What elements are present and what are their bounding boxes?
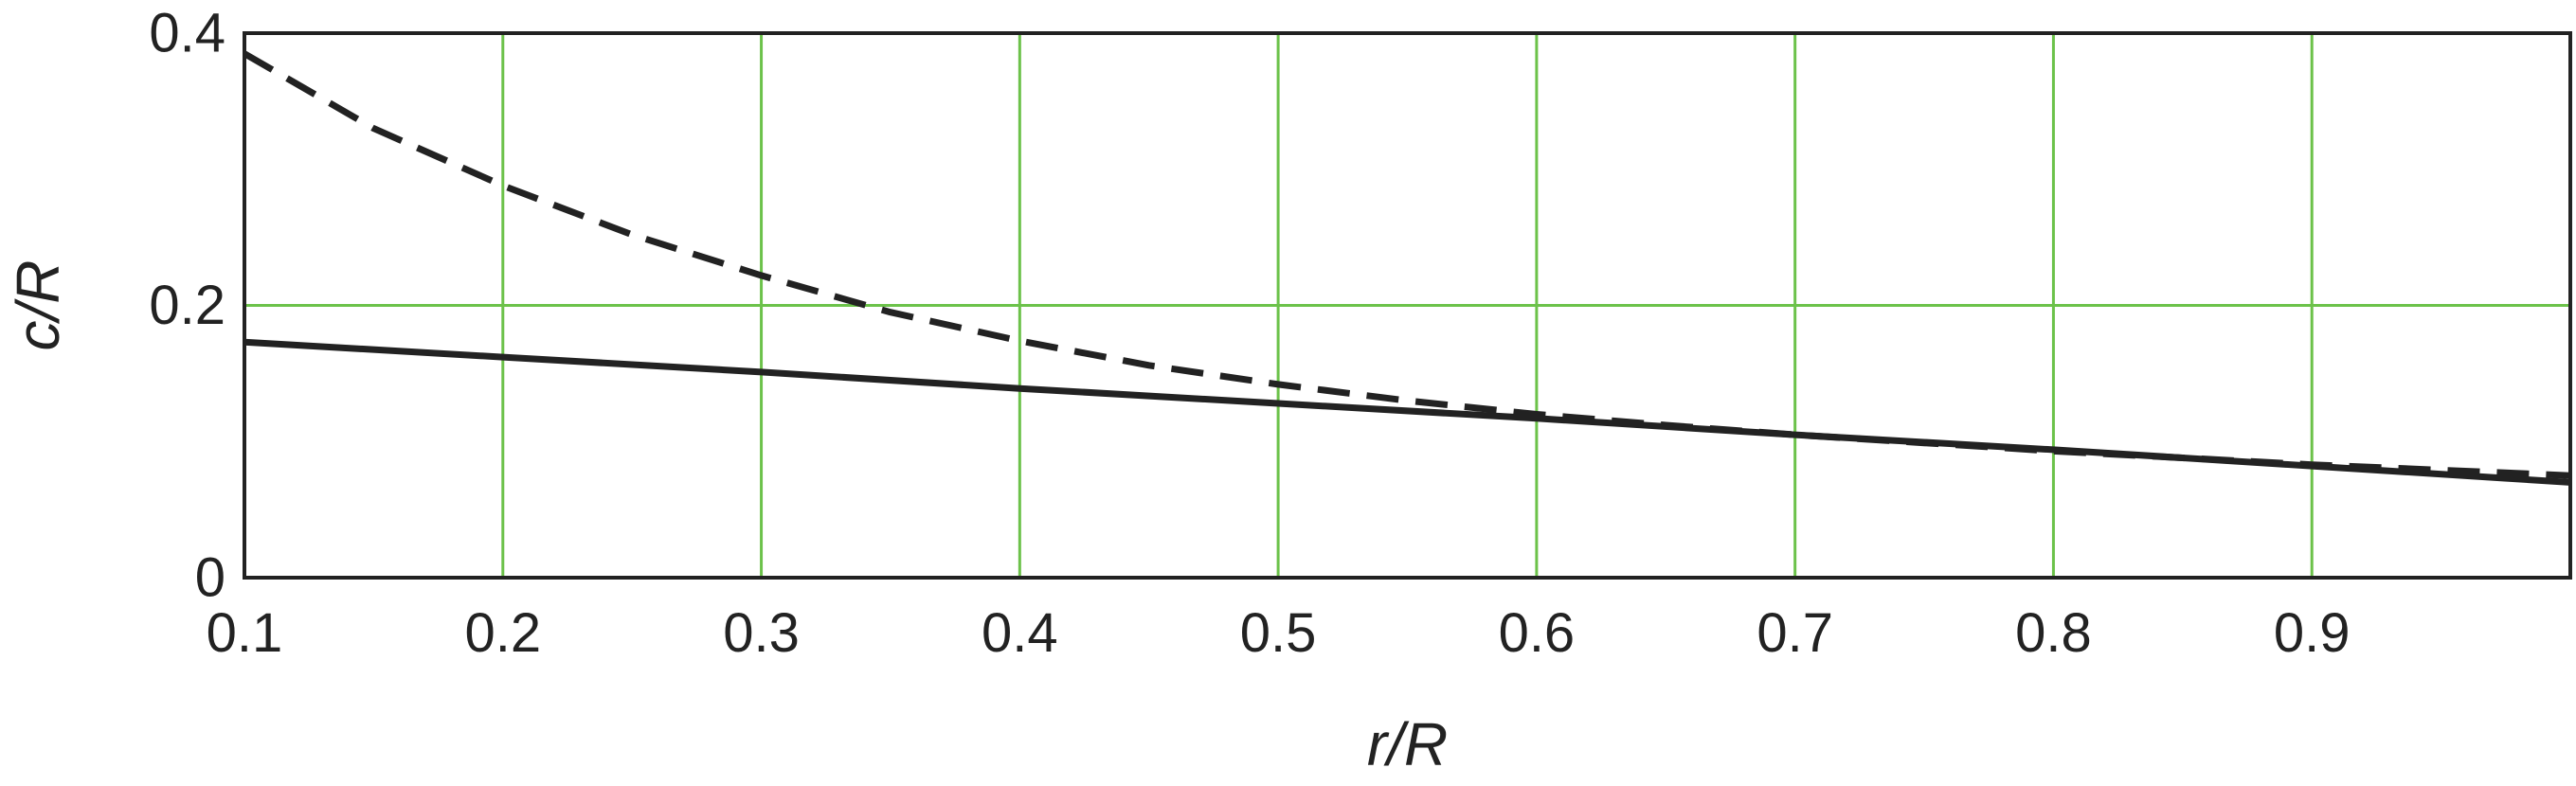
x-tick-label: 0.2 bbox=[464, 602, 541, 664]
x-tick-label: 0.1 bbox=[207, 602, 283, 664]
x-tick-label: 0.5 bbox=[1240, 602, 1317, 664]
plot-frame bbox=[243, 31, 2572, 580]
x-tick-label: 0.9 bbox=[2274, 602, 2351, 664]
y-tick-labels: 0 0.2 0.4 bbox=[149, 3, 225, 609]
x-axis-label: r/R bbox=[1367, 710, 1448, 778]
grid bbox=[244, 33, 2570, 578]
series-group bbox=[243, 50, 2571, 486]
x-tick-label: 0.3 bbox=[723, 602, 800, 664]
series-line-solid bbox=[243, 338, 2571, 486]
x-tick-label: 0.7 bbox=[1756, 602, 1833, 664]
x-tick-label: 0.4 bbox=[982, 602, 1058, 664]
x-tick-label: 0.6 bbox=[1499, 602, 1576, 664]
x-tick-labels: 0.1 0.2 0.3 0.4 0.5 0.6 0.7 0.8 0.9 bbox=[207, 602, 2351, 664]
y-tick-label: 0.4 bbox=[149, 3, 225, 64]
y-axis-label: c/R bbox=[4, 260, 72, 351]
y-tick-label: 0 bbox=[195, 547, 225, 609]
x-tick-label: 0.8 bbox=[2015, 602, 2092, 664]
y-tick-label: 0.2 bbox=[149, 275, 225, 336]
